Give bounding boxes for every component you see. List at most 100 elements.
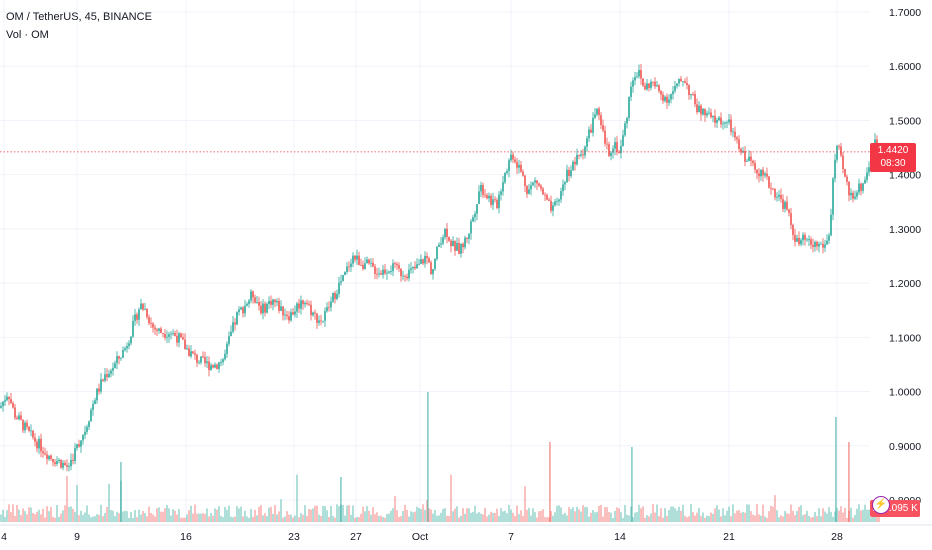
volume-bar	[198, 513, 200, 522]
volume-bar	[364, 511, 366, 522]
volume-bar	[518, 514, 520, 522]
candle-body	[792, 224, 794, 236]
candle-body	[842, 155, 844, 169]
volume-bar	[678, 506, 680, 522]
candle-body	[416, 264, 418, 269]
candle-body	[720, 117, 722, 125]
volume-bar	[574, 511, 576, 522]
candle-body	[774, 188, 776, 198]
candle-body	[758, 173, 760, 177]
volume-bar	[614, 510, 616, 522]
symbol-legend[interactable]: OM / TetherUS, 45, BINANCE	[6, 11, 152, 23]
candle-body	[234, 322, 236, 325]
volume-bar	[788, 513, 790, 522]
candle-body	[144, 308, 146, 310]
candle-body	[494, 199, 496, 201]
volume-bar	[52, 516, 54, 522]
candle-body	[466, 237, 468, 239]
candle-body	[424, 255, 426, 264]
volume-bar	[650, 513, 652, 522]
candle-body	[454, 240, 456, 251]
volume-bar	[818, 508, 820, 522]
candle-body	[728, 119, 730, 123]
lightning-bolt-icon[interactable]: ⚡	[872, 496, 890, 514]
volume-bar	[232, 517, 234, 522]
volume-bar	[722, 508, 724, 522]
volume-bar	[486, 516, 488, 522]
volume-bar	[28, 507, 30, 522]
candle-body	[746, 160, 748, 162]
volume-bar	[876, 513, 878, 522]
volume-bar	[252, 516, 254, 522]
volume-bar	[104, 513, 106, 522]
candle-body	[658, 85, 660, 92]
volume-bar	[94, 516, 96, 522]
volume-spike	[835, 417, 837, 522]
candle-body	[26, 422, 28, 427]
candle-body	[414, 266, 416, 269]
volume-bar	[92, 516, 94, 522]
candle-body	[486, 195, 488, 199]
candle-body	[826, 240, 828, 245]
candle-body	[324, 311, 326, 321]
candle-body	[240, 307, 242, 310]
volume-bar	[354, 517, 356, 522]
volume-bar	[654, 512, 656, 522]
candle-body	[584, 146, 586, 156]
candle-body	[810, 239, 812, 245]
volume-bar	[86, 505, 88, 522]
candle-body	[540, 185, 542, 189]
candle-body	[724, 122, 726, 124]
candle-body	[744, 150, 746, 162]
candle-body	[614, 142, 616, 149]
volume-bar	[98, 514, 100, 522]
candle-body	[572, 161, 574, 171]
candle-body	[542, 188, 544, 195]
candle-body	[304, 303, 306, 305]
candle-body	[590, 129, 592, 133]
candle-body	[190, 351, 192, 357]
volume-bar	[436, 515, 438, 522]
volume-bar	[576, 506, 578, 522]
volume-bar	[622, 517, 624, 522]
candle-body	[160, 328, 162, 334]
candle-body	[402, 275, 404, 277]
y-tick-label: 1.2000	[889, 278, 921, 290]
candle-body	[526, 186, 528, 194]
volume-bar	[24, 511, 26, 522]
volume-bar	[116, 511, 118, 522]
volume-bar	[528, 507, 530, 522]
candle-body	[546, 194, 548, 200]
volume-bar	[852, 517, 854, 522]
candle-body	[130, 336, 132, 344]
volume-bar	[870, 517, 872, 522]
candle-body	[556, 201, 558, 203]
y-tick-label: 1.4000	[889, 170, 921, 182]
volume-legend[interactable]: Vol · OM	[6, 29, 49, 41]
volume-bar	[136, 517, 138, 522]
volume-bar	[194, 504, 196, 522]
volume-bar	[596, 511, 598, 522]
volume-bar	[362, 506, 364, 522]
volume-bar	[266, 516, 268, 522]
x-tick-label: 21	[723, 531, 735, 543]
volume-bar	[148, 506, 150, 522]
volume-bar	[422, 504, 424, 522]
candle-body	[168, 334, 170, 337]
candle-body	[582, 154, 584, 156]
volume-bar	[48, 511, 50, 522]
volume-bar	[408, 516, 410, 522]
candle-body	[686, 82, 688, 86]
grid	[0, 0, 870, 525]
volume-bar	[674, 508, 676, 522]
last-price-badge: 1.4420 08:30	[870, 143, 916, 172]
candle-body	[146, 308, 148, 318]
candle-body	[712, 115, 714, 118]
volume-bar	[200, 513, 202, 522]
volume-bar	[140, 514, 142, 522]
candle-body	[368, 259, 370, 264]
volume-bar	[178, 509, 180, 522]
candle-body	[282, 306, 284, 316]
volume-bar	[130, 511, 132, 522]
